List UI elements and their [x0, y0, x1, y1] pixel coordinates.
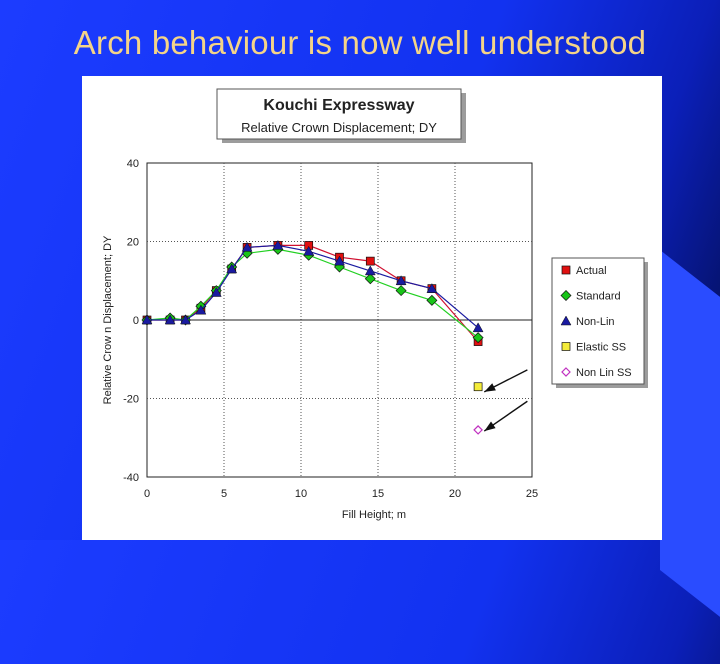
legend-entry-non-lin: Non-Lin — [560, 315, 615, 328]
x-tick-label: 25 — [526, 488, 538, 500]
data-point-non-lin — [241, 241, 253, 252]
data-point-non-lin — [164, 314, 176, 325]
data-point-non-lin-ss — [473, 425, 483, 435]
legend-label-standard: Standard — [576, 291, 621, 303]
legend-marker-non-lin — [560, 315, 572, 326]
legend-entry-non-lin-ss: Non Lin SS — [561, 367, 632, 379]
data-point-non-lin — [226, 263, 238, 274]
legend-label-non-lin-ss: Non Lin SS — [576, 367, 632, 379]
data-point-non-lin — [141, 314, 153, 325]
legend-entry-standard: Standard — [560, 290, 621, 303]
chart-subtitle: Relative Crown Displacement; DY — [241, 120, 437, 135]
grid-lines — [147, 163, 532, 477]
data-point-non-lin — [272, 239, 284, 250]
series-layer — [141, 239, 484, 435]
axes: 0 5 10 15 20 25 40 20 0 -20 -40 — [123, 158, 538, 500]
legend: Actual Standard Non-Lin Elastic SS Non Lin S… — [560, 265, 632, 379]
data-point-non-lin — [210, 287, 222, 297]
data-point-non-lin — [303, 245, 315, 256]
annotation-arrow — [483, 369, 528, 393]
chart-title-box — [216, 88, 462, 140]
series-non-lin-ss — [473, 425, 483, 435]
y-tick-label: 40 — [127, 158, 139, 170]
legend-marker-standard — [560, 290, 572, 301]
y-tick-label: 0 — [133, 315, 139, 327]
arrowhead — [484, 383, 496, 392]
y-tick-label: 20 — [127, 237, 139, 249]
series-non-lin — [141, 239, 484, 333]
data-point-non-lin — [195, 304, 207, 315]
legend-label-actual: Actual — [576, 265, 607, 277]
x-tick-label: 10 — [295, 488, 307, 500]
legend-marker-non-lin-ss — [561, 367, 571, 377]
x-tick-label: 5 — [221, 488, 227, 500]
data-point-standard — [426, 294, 438, 306]
x-tick-label: 0 — [144, 488, 150, 500]
series-line-non-lin — [147, 244, 479, 329]
arrowhead — [484, 421, 496, 432]
legend-entry-elastic-ss: Elastic SS — [561, 342, 626, 354]
line-chart: Kouchi Expressway Relative Crown Displac… — [102, 88, 648, 521]
annotation-arrow — [483, 400, 528, 432]
legend-label-elastic-ss: Elastic SS — [576, 342, 626, 354]
legend-marker-actual — [561, 265, 571, 275]
data-point-non-lin — [180, 314, 191, 325]
y-tick-label: -40 — [123, 472, 139, 484]
x-axis-label: Fill Height; m — [342, 509, 406, 521]
slide-title: Arch behaviour is now well understood — [73, 24, 647, 61]
x-tick-label: 15 — [372, 488, 384, 500]
chart-figure: Kouchi Expressway Relative Crown Displac… — [82, 76, 662, 540]
data-point-standard — [472, 332, 484, 344]
y-tick-label: -20 — [123, 394, 139, 406]
x-tick-label: 20 — [449, 488, 461, 500]
data-point-standard — [395, 285, 407, 297]
legend-entry-actual: Actual — [561, 265, 607, 277]
data-point-non-lin — [364, 265, 376, 276]
data-point-elastic-ss — [473, 382, 483, 392]
data-point-non-lin — [426, 283, 438, 293]
slide-decoration-band — [660, 250, 720, 664]
data-point-actual — [365, 256, 375, 266]
legend-label-non-lin: Non-Lin — [576, 316, 615, 328]
legend-marker-elastic-ss — [561, 342, 571, 351]
series-elastic-ss — [473, 382, 483, 392]
chart-title: Kouchi Expressway — [263, 97, 414, 114]
data-point-non-lin — [334, 255, 345, 266]
data-point-non-lin — [472, 322, 484, 333]
data-point-non-lin — [395, 275, 407, 285]
data-point-standard — [364, 273, 376, 285]
y-axis-label: Relative Crow n Displacement; DY — [102, 235, 114, 404]
annotation-arrows — [483, 369, 528, 432]
